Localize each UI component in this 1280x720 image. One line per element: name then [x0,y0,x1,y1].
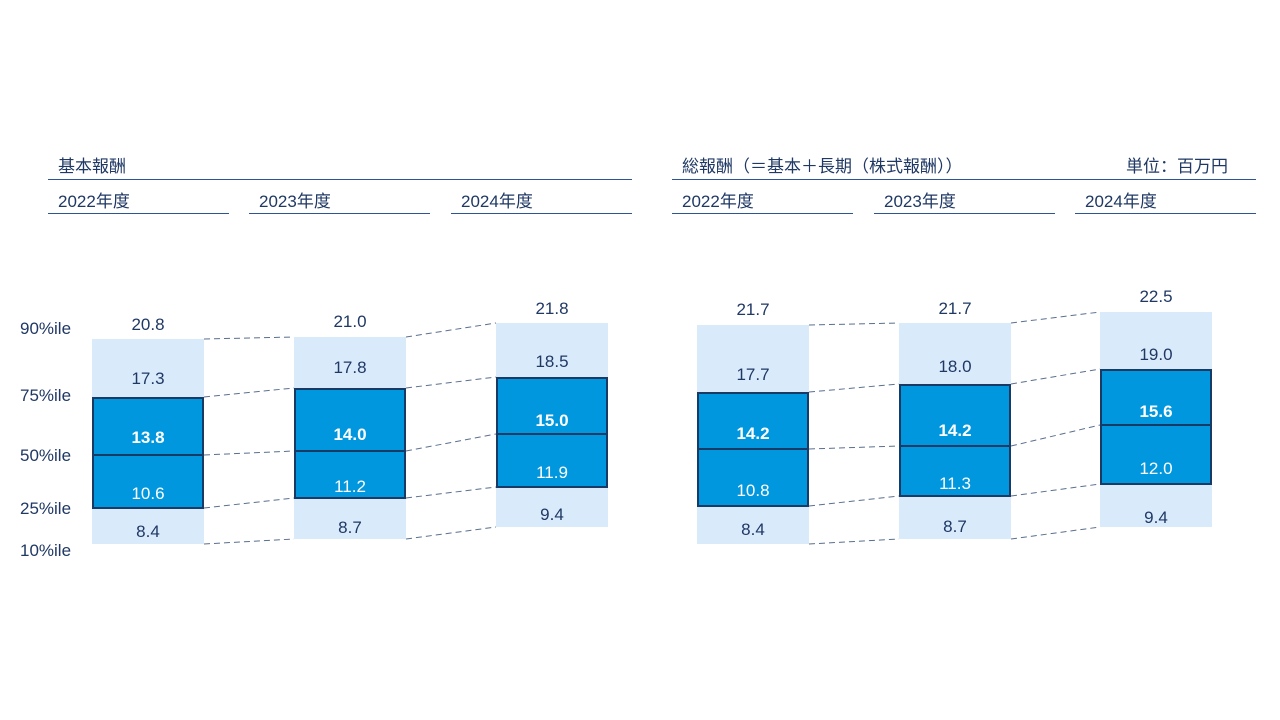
value-p75: 17.3 [131,369,165,388]
panel-2-year-rule-2 [874,213,1055,214]
value-p50: 14.2 [938,421,972,440]
percentile-label-25: 25%ile [20,499,72,518]
value-p75: 17.8 [333,358,367,377]
value-p25: 10.6 [131,484,165,503]
interquartile-box [1100,369,1212,485]
value-p90: 21.7 [736,300,770,319]
value-p90: 20.8 [131,315,165,334]
panel-1-title: 基本報酬 [58,157,126,176]
value-p25: 10.8 [736,481,770,500]
panel-1-year-2022: 2022年度 [58,192,130,211]
value-p25: 11.2 [334,477,366,496]
panel-1-year-2023: 2023年度 [259,192,331,211]
panel-2-title-rule [672,179,1256,180]
value-p75: 18.0 [938,357,972,376]
value-p25: 11.3 [939,474,971,493]
panel-2-year-rule-3 [1075,213,1256,214]
value-p10: 9.4 [540,505,564,524]
panel-2-year-2024: 2024年度 [1085,192,1157,211]
panel-1-title-rule [48,179,632,180]
median-line [294,450,406,452]
median-line [92,454,204,456]
panel-2-year-2022: 2022年度 [682,192,754,211]
value-p10: 9.4 [1144,508,1168,527]
interquartile-box [92,397,204,509]
value-p25: 11.9 [536,463,568,482]
median-line [697,448,809,450]
value-p50: 13.8 [131,428,165,447]
value-p10: 8.7 [943,517,967,536]
interquartile-box [899,384,1011,497]
median-line [496,433,608,435]
percentile-label-50: 50%ile [20,446,72,465]
percentile-label-75: 75%ile [20,386,72,405]
unit-label: 単位：百万円 [1126,157,1228,176]
panel-2-year-2023: 2023年度 [884,192,956,211]
interquartile-box [294,388,406,499]
value-p25: 12.0 [1139,459,1173,478]
value-p90: 21.8 [535,299,569,318]
value-p75: 18.5 [535,352,569,371]
panel-2-year-rule-1 [672,213,853,214]
percentile-label-10: 10%ile [20,541,72,560]
value-p90: 21.7 [938,299,972,318]
value-p75: 17.7 [736,365,770,384]
panel-2-title: 総報酬（＝基本＋長期（株式報酬）） [682,157,963,176]
interquartile-box [496,377,608,488]
panel-1-year-rule-2 [249,213,430,214]
value-p90: 21.0 [333,312,367,331]
panel-1-year-2024: 2024年度 [461,192,533,211]
value-p90: 22.5 [1139,287,1173,306]
value-p75: 19.0 [1139,345,1173,364]
median-line [1100,424,1212,426]
median-line [899,445,1011,447]
value-p50: 14.2 [736,424,770,443]
value-p10: 8.4 [741,520,765,539]
value-p50: 14.0 [333,425,367,444]
value-p50: 15.0 [535,411,569,430]
value-p10: 8.4 [136,522,160,541]
value-p10: 8.7 [338,518,362,537]
value-p50: 15.6 [1139,402,1173,421]
panel-1-year-rule-1 [48,213,229,214]
panel-1-year-rule-3 [451,213,632,214]
percentile-label-90: 90%ile [20,319,72,338]
